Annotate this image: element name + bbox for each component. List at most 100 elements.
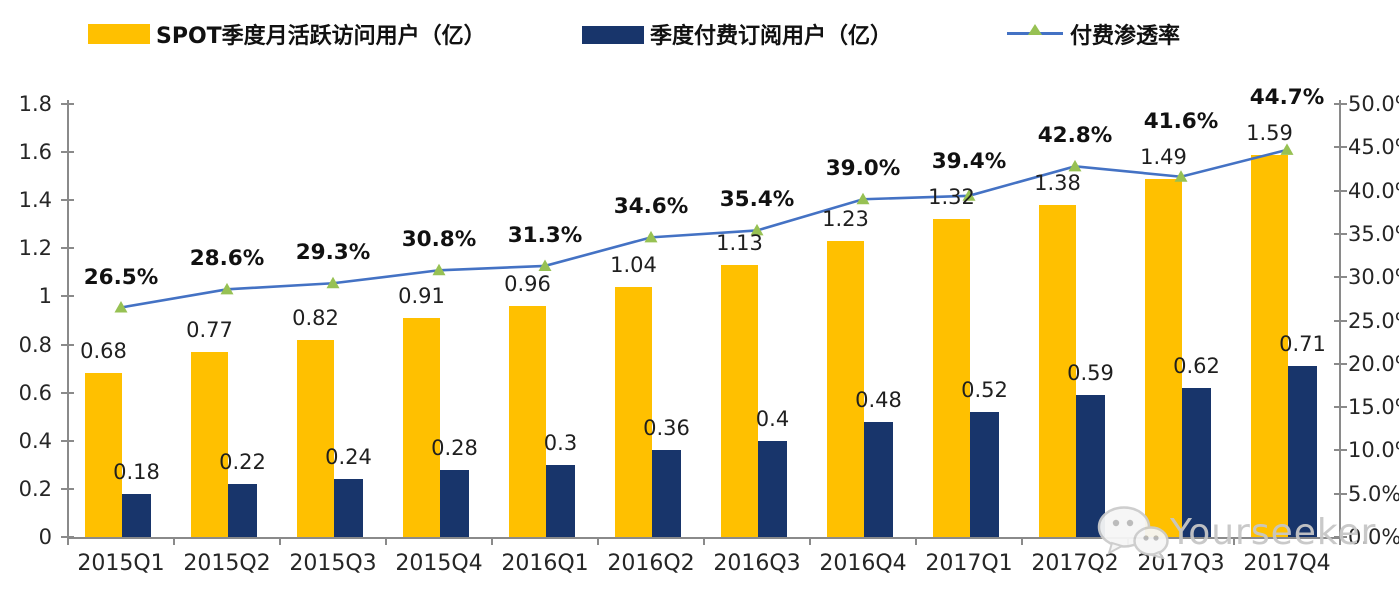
left-axis-tick <box>61 247 74 250</box>
right-axis-tick-label: 50.0% <box>1348 92 1399 116</box>
right-axis-tick <box>1334 536 1347 538</box>
left-axis-tick <box>61 391 74 394</box>
penetration-value-label: 34.6% <box>613 194 689 220</box>
right-axis-tick <box>1334 232 1347 235</box>
penetration-marker-icon <box>114 301 128 313</box>
penetration-marker-icon <box>1174 170 1188 182</box>
mau-bar <box>1251 154 1288 537</box>
subs-bar <box>970 411 999 537</box>
subs-value-label: 0.48 <box>855 387 902 412</box>
x-axis-tick <box>703 539 705 545</box>
mau-bar <box>403 318 440 537</box>
left-axis-tick <box>61 439 74 442</box>
subs-bar <box>546 464 575 537</box>
subs-value-label: 0.52 <box>961 377 1008 402</box>
subs-value-label: 0.71 <box>1279 332 1326 357</box>
subs-bar <box>440 469 469 537</box>
watermark: Yourseeker <box>1096 505 1376 559</box>
left-axis-tick <box>61 487 74 490</box>
subs-bar <box>122 493 151 537</box>
watermark-text: Yourseeker <box>1170 511 1377 553</box>
right-axis-tick-label: 30.0% <box>1348 265 1399 290</box>
left-axis-tick-label: 1 <box>38 284 52 309</box>
x-axis-category-label: 2016Q4 <box>819 551 907 576</box>
penetration-marker-icon <box>432 263 446 276</box>
left-axis-tick <box>61 536 74 538</box>
subs-legend-label: 季度付费订阅用户（亿） <box>650 24 893 49</box>
subs-value-label: 0.18 <box>113 459 160 484</box>
subs-bar <box>1288 366 1317 537</box>
right-axis-tick <box>1334 449 1347 452</box>
x-axis-tick <box>1021 539 1023 545</box>
x-axis-category-label: 2017Q2 <box>1031 551 1119 576</box>
x-axis-category-label: 2017Q1 <box>925 551 1013 576</box>
x-axis-tick <box>173 539 175 545</box>
left-axis-tick-label: 1.6 <box>18 140 52 165</box>
right-axis-tick <box>1334 362 1347 365</box>
penetration-marker-icon <box>644 230 658 243</box>
mau-value-label: 1.59 <box>1246 120 1293 145</box>
mau-bar <box>721 265 758 537</box>
penetration-legend-marker-icon <box>1028 24 1042 35</box>
subs-value-label: 0.24 <box>325 445 372 470</box>
subs-bar <box>1182 387 1211 537</box>
mau-bar <box>827 241 864 537</box>
right-axis-tick <box>1334 103 1347 105</box>
right-axis-tick-label: 5.0% <box>1348 481 1399 506</box>
x-axis-tick <box>1339 539 1341 545</box>
subs-value-label: 0.62 <box>1173 353 1220 378</box>
x-axis-category-label: 2017Q4 <box>1243 551 1331 576</box>
mau-bar <box>1145 178 1182 537</box>
left-axis-tick <box>61 199 74 202</box>
mau-bar <box>297 339 334 537</box>
subs-value-label: 0.4 <box>755 406 790 431</box>
subs-value-label: 0.3 <box>543 430 578 455</box>
right-axis-tick <box>1334 146 1347 149</box>
penetration-marker-icon <box>538 259 552 271</box>
penetration-legend-label: 付费渗透率 <box>1070 24 1181 49</box>
penetration-value-label: 31.3% <box>507 222 583 248</box>
right-axis-tick-label: 20.0% <box>1348 351 1399 376</box>
left-axis-tick-label: 0.8 <box>18 332 52 357</box>
subs-value-label: 0.22 <box>219 450 266 475</box>
left-axis-tick-label: 1.2 <box>18 236 52 261</box>
mau-value-label: 1.04 <box>610 252 657 277</box>
mau-value-label: 0.68 <box>80 339 127 364</box>
penetration-marker-icon <box>1280 143 1294 155</box>
mau-value-label: 1.38 <box>1034 171 1081 196</box>
left-axis-tick <box>61 151 74 154</box>
right-axis-tick-label: 35.0% <box>1348 221 1399 246</box>
right-axis-tick-label: 10.0% <box>1348 438 1399 463</box>
mau-bar <box>191 351 228 537</box>
right-axis-tick <box>1334 406 1347 409</box>
penetration-value-label: 26.5% <box>83 264 159 290</box>
x-axis-category-label: 2016Q2 <box>607 551 695 576</box>
right-axis-tick-label: 25.0% <box>1348 308 1399 333</box>
left-axis-tick <box>61 103 74 105</box>
penetration-marker-icon <box>856 192 870 205</box>
penetration-value-label: 35.4% <box>719 187 795 213</box>
right-axis-tick-label: 0.0% <box>1348 525 1399 549</box>
mau-value-label: 0.96 <box>504 272 551 297</box>
x-axis-tick <box>491 539 493 545</box>
left-axis-tick-label: 1.8 <box>18 92 52 116</box>
mau-legend-label: SPOT季度月活跃访问用户（亿） <box>156 24 486 49</box>
left-axis-tick <box>61 343 74 346</box>
mau-bar <box>933 219 970 537</box>
x-axis-category-label: 2015Q3 <box>289 551 377 576</box>
x-axis-tick <box>597 539 599 545</box>
x-axis-category-label: 2015Q1 <box>77 551 165 576</box>
penetration-marker-icon <box>750 223 764 236</box>
x-axis-tick <box>1233 539 1235 545</box>
subs-value-label: 0.59 <box>1067 361 1114 386</box>
right-axis-tick-label: 40.0% <box>1348 178 1399 203</box>
mau-value-label: 1.13 <box>716 231 763 256</box>
mau-bar <box>85 373 122 537</box>
left-axis-line <box>67 100 69 539</box>
right-axis-tick-label: 15.0% <box>1348 395 1399 420</box>
penetration-marker-icon <box>962 189 976 201</box>
mau-legend-swatch <box>88 24 150 44</box>
subs-value-label: 0.28 <box>431 435 478 460</box>
left-axis-tick-label: 0.2 <box>18 476 52 501</box>
